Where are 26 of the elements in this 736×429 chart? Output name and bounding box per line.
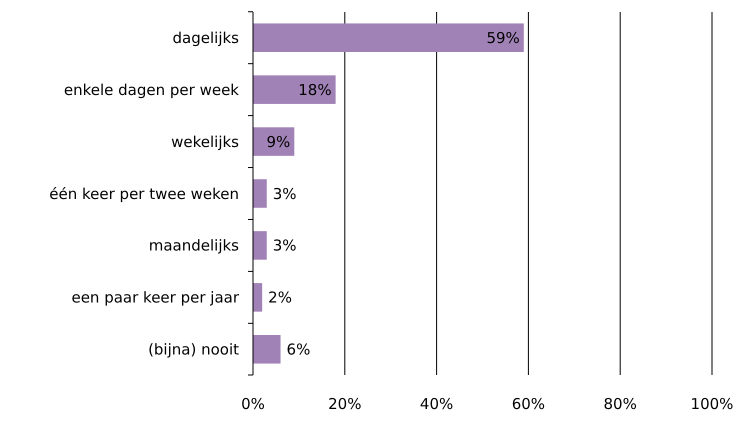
- y-tick-label: een paar keer per jaar: [71, 288, 240, 307]
- y-tick-label: enkele dagen per week: [64, 80, 240, 99]
- data-label: 59%: [486, 28, 520, 47]
- x-tick-label: 100%: [690, 395, 734, 413]
- data-label: 18%: [298, 80, 332, 99]
- x-tick-label: 60%: [512, 395, 546, 413]
- x-tick-label: 0%: [241, 395, 265, 413]
- y-tick-label: wekelijks: [171, 132, 240, 151]
- bar: [253, 283, 262, 312]
- y-tick-label: dagelijks: [172, 28, 240, 47]
- data-label: 3%: [272, 236, 297, 255]
- data-label: 6%: [286, 340, 310, 359]
- bar: [253, 179, 267, 208]
- y-tick-label: één keer per twee weken: [49, 184, 239, 203]
- x-tick-label: 20%: [328, 395, 362, 413]
- bar: [253, 23, 524, 52]
- y-tick-label: (bijna) nooit: [148, 340, 240, 359]
- data-label: 3%: [272, 184, 297, 203]
- x-tick-label: 80%: [604, 395, 637, 413]
- data-label: 9%: [266, 132, 290, 151]
- data-label: 2%: [268, 288, 292, 307]
- bar: [253, 231, 267, 260]
- y-tick-label: maandelijks: [148, 236, 240, 255]
- bar: [253, 335, 281, 364]
- bar: [253, 75, 336, 104]
- x-tick-label: 40%: [420, 395, 454, 413]
